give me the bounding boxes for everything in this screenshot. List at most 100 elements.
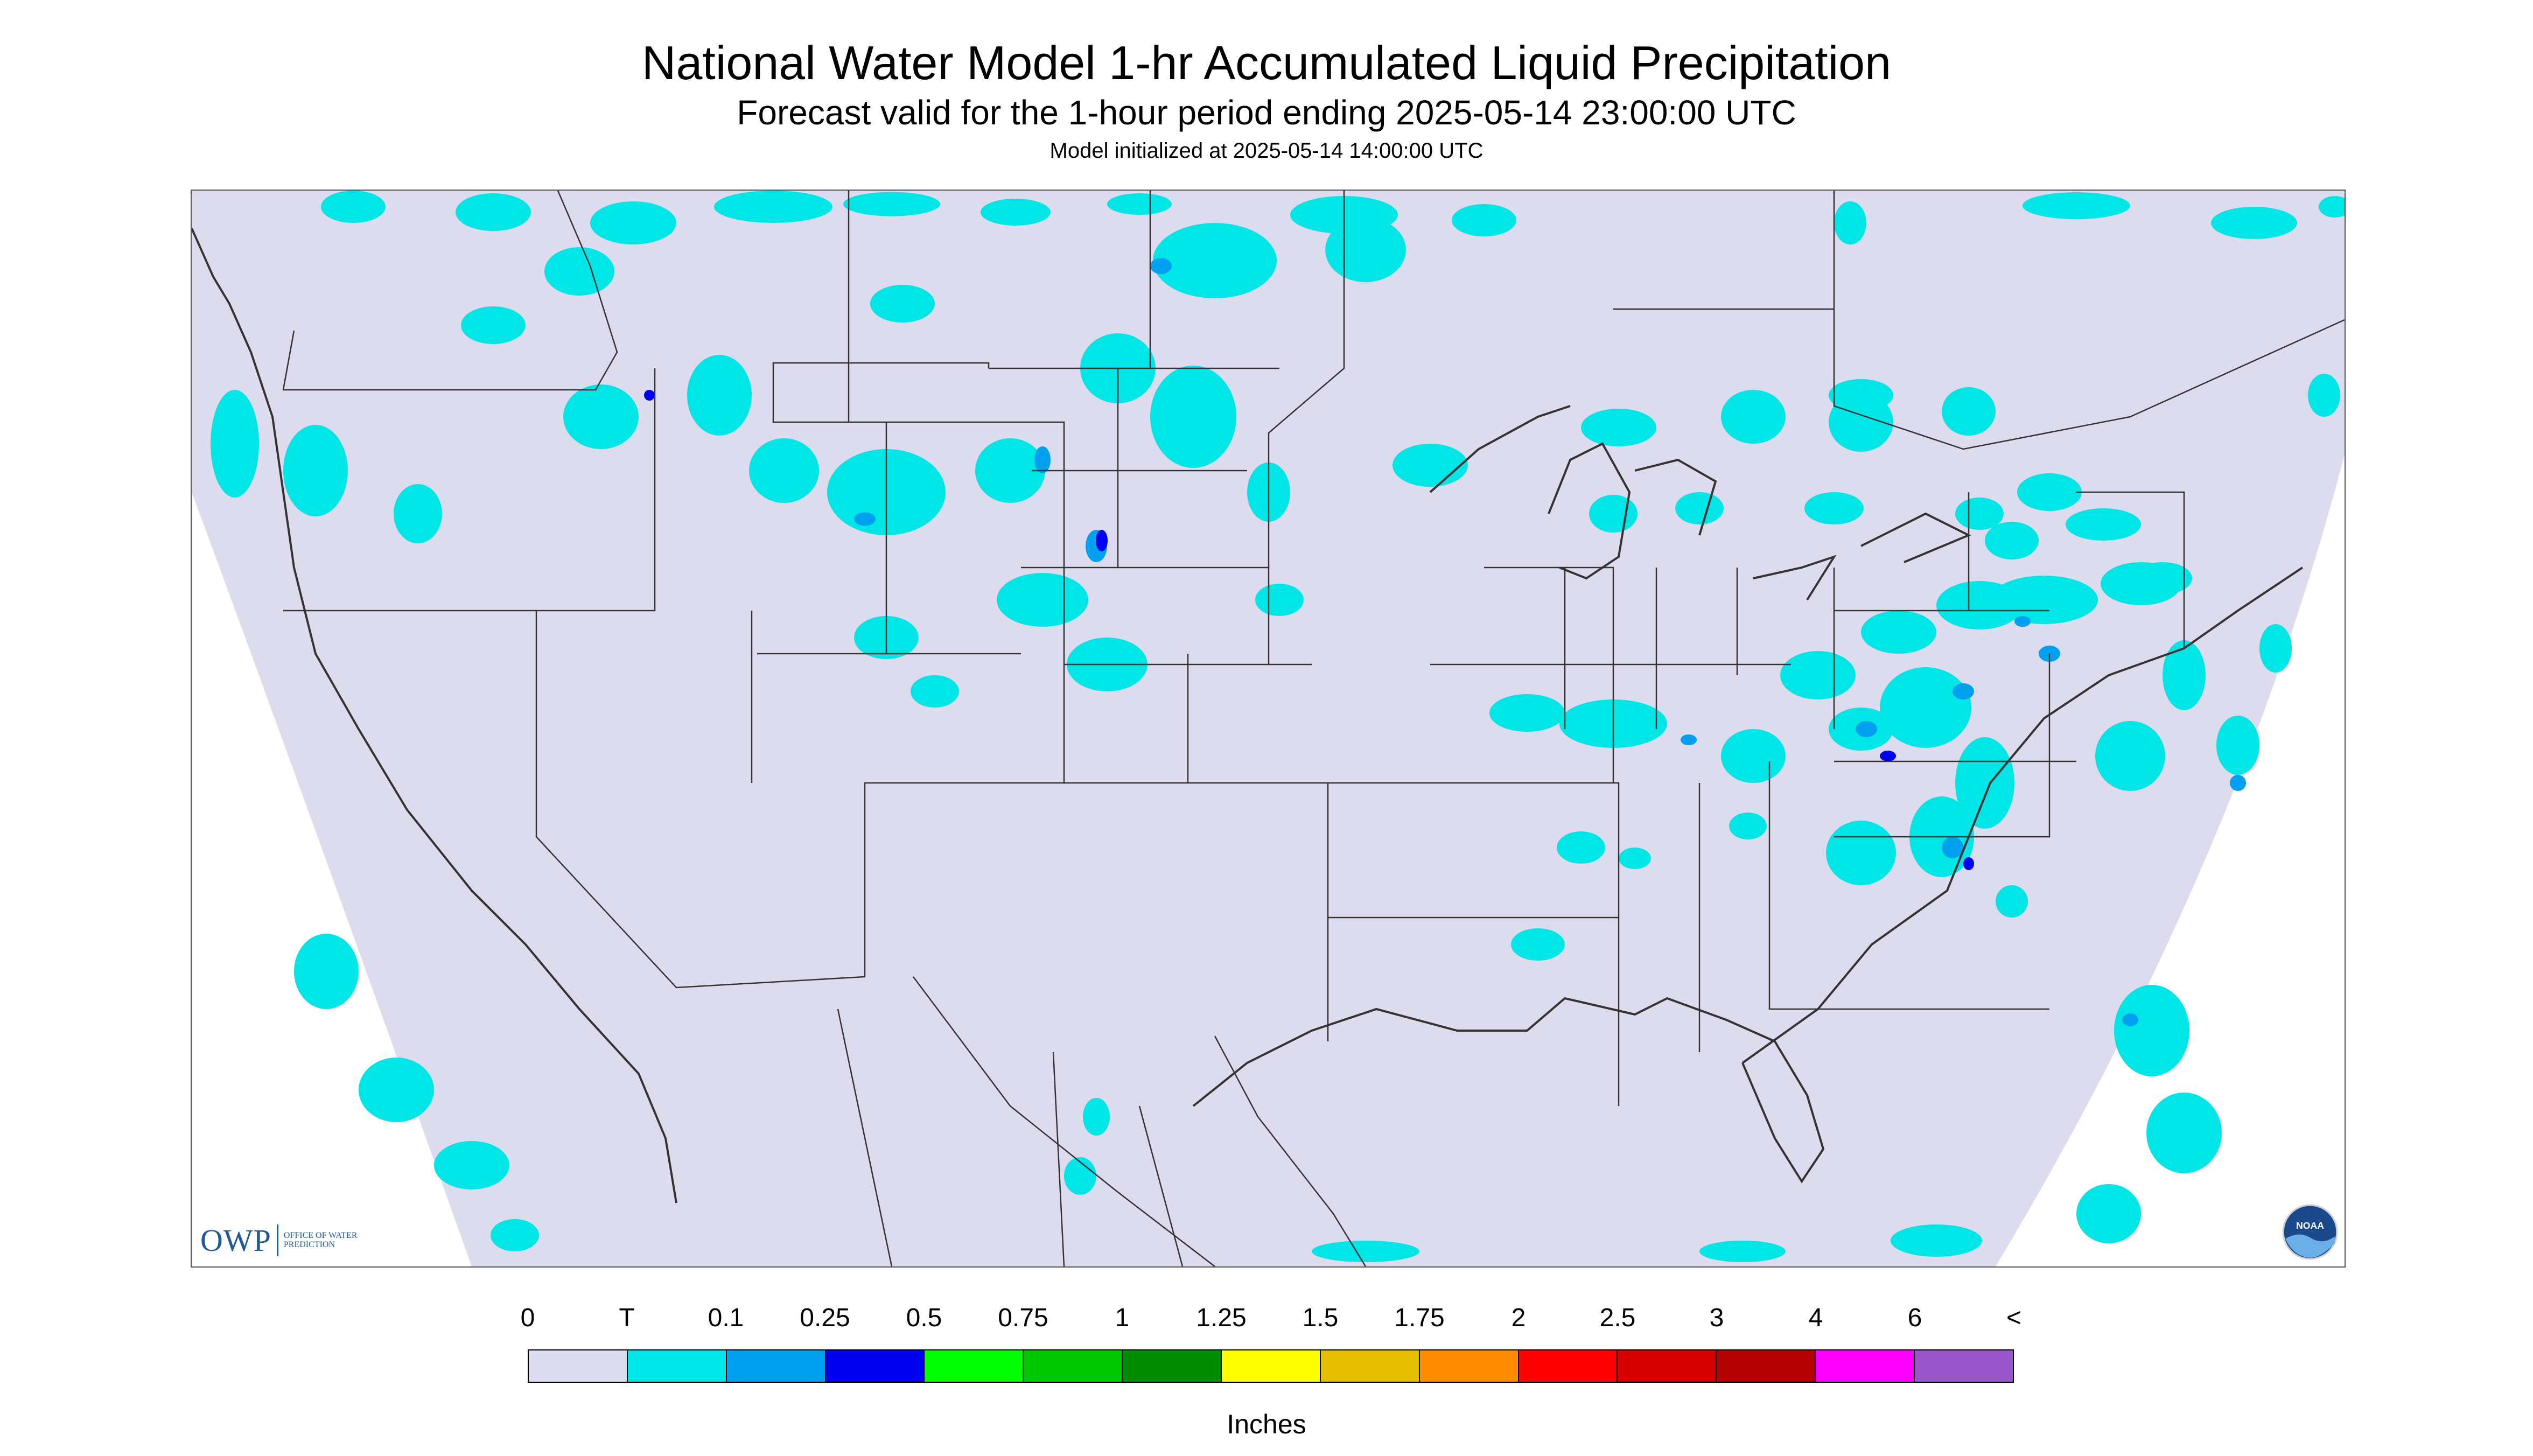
precip-area-trace <box>870 285 935 323</box>
precip-area-trace <box>1942 387 1996 436</box>
precip-area-trace <box>2114 985 2189 1076</box>
precip-area-trace <box>294 934 359 1009</box>
precip-area-trace <box>1829 379 1893 411</box>
precip-area-trace <box>1861 611 1936 654</box>
precip-area-trace <box>2146 1093 2222 1173</box>
precip-area-trace <box>981 199 1051 226</box>
precip-area-light <box>2014 616 2031 627</box>
legend-swatch <box>1717 1350 1816 1382</box>
boundary-mexico <box>837 976 1367 1266</box>
legend-label: 0.75 <box>998 1304 1048 1332</box>
legend-swatch <box>1816 1350 1915 1382</box>
atlantic-coast <box>1741 566 2304 1064</box>
legend-colorbar <box>528 1349 2014 1383</box>
precip-area-light <box>1681 734 1697 745</box>
legend-swatch <box>529 1350 628 1382</box>
precip-area-trace <box>1064 1157 1096 1195</box>
precip-area-trace <box>2211 207 2297 239</box>
legend-swatch <box>1222 1350 1321 1382</box>
gulf-coast <box>1192 997 1825 1184</box>
legend-units: Inches <box>1227 1409 1306 1439</box>
legend-label: 2 <box>1511 1304 1526 1332</box>
precip-area-trace <box>1729 813 1767 839</box>
legend-label: 1.25 <box>1196 1304 1247 1332</box>
precip-area-trace <box>394 484 442 543</box>
precipitation-map <box>191 190 2346 1268</box>
precip-area-trace <box>1721 729 1786 783</box>
precip-area-trace <box>2319 196 2345 218</box>
precip-area-trace <box>1985 522 2039 559</box>
precip-area-light <box>1953 683 1974 699</box>
precip-area-light <box>1942 837 1963 858</box>
pacific-coast <box>192 228 677 1203</box>
legend-label: T <box>619 1304 635 1332</box>
precip-area-light <box>1150 258 1172 274</box>
state-boundaries <box>282 191 2345 1266</box>
precip-area-trace <box>2066 508 2141 541</box>
precip-area-trace <box>1325 218 1406 282</box>
coastlines <box>192 228 2304 1203</box>
precip-area-trace <box>1996 885 2028 918</box>
precip-area-trace <box>843 192 940 216</box>
boundary-south <box>1328 566 2049 1106</box>
noaa-logo-text: NOAA <box>2296 1220 2324 1231</box>
precip-area-light <box>2122 1013 2138 1026</box>
precip-area-trace <box>1083 1098 1110 1136</box>
legend-swatch <box>1024 1350 1123 1382</box>
precip-area-trace <box>1826 821 1896 885</box>
owp-logo-divider <box>276 1224 278 1256</box>
forecast-valid-subtitle: Forecast valid for the 1-hour period end… <box>737 93 1796 132</box>
precip-area-trace <box>1955 498 2004 530</box>
precip-area-trace <box>1955 737 2014 829</box>
precip-area-trace <box>2076 1184 2141 1243</box>
legend-swatch <box>1915 1350 2013 1382</box>
precip-area-trace <box>456 193 531 231</box>
legend-swatch <box>1618 1350 1717 1382</box>
precip-area-trace <box>283 425 348 516</box>
legend-label: 2.5 <box>1599 1304 1636 1332</box>
precip-area-trace <box>434 1141 509 1189</box>
legend-swatch <box>1123 1350 1222 1382</box>
model-domain-area <box>192 191 2345 1266</box>
precip-area-trace <box>544 247 614 296</box>
boundary-canada <box>1613 191 2345 450</box>
legend-swatch <box>1320 1350 1420 1382</box>
precip-area-trace <box>2023 192 2130 219</box>
precip-area-trace <box>749 438 819 503</box>
precip-area-trace <box>1880 667 1971 748</box>
legend-label: 0.1 <box>708 1304 744 1332</box>
precip-area-trace <box>1675 492 1724 524</box>
legend-label: 1.5 <box>1302 1304 1339 1332</box>
boundary-mountain <box>751 191 1279 783</box>
precip-area-trace <box>2216 716 2259 775</box>
legend-swatch <box>627 1350 727 1382</box>
precip-area-trace <box>321 191 386 223</box>
boundary-west <box>283 362 1065 989</box>
legend-label: 6 <box>1907 1304 1922 1332</box>
precip-area-heavy <box>1096 530 1108 551</box>
legend-swatch <box>825 1350 925 1382</box>
legend-label: 0.5 <box>906 1304 942 1332</box>
precip-area-trace <box>2308 374 2340 417</box>
legend-swatch <box>925 1350 1024 1382</box>
precip-area-trace <box>2163 640 2206 710</box>
precip-area-trace <box>1891 1224 1982 1257</box>
precip-area-trace <box>461 306 526 344</box>
precip-area-trace <box>975 438 1045 503</box>
precip-area-light <box>1034 446 1051 473</box>
boundary-east <box>1564 491 2185 838</box>
legend-label: 1 <box>1115 1304 1130 1332</box>
legend-swatch <box>726 1350 826 1382</box>
precip-area-trace <box>590 201 676 244</box>
map-canvas <box>192 191 2345 1266</box>
legend-label: 1.75 <box>1394 1304 1445 1332</box>
precip-area-trace <box>714 191 832 223</box>
precip-area-trace <box>911 675 959 708</box>
precip-area-trace <box>2095 721 2165 791</box>
legend-label: 4 <box>1808 1304 1823 1332</box>
legend-label: 3 <box>1709 1304 1724 1332</box>
precip-area-trace <box>1721 390 1786 444</box>
precip-area-trace <box>1107 193 1172 215</box>
legend-swatch <box>1419 1350 1519 1382</box>
precip-area-trace <box>1619 848 1651 869</box>
